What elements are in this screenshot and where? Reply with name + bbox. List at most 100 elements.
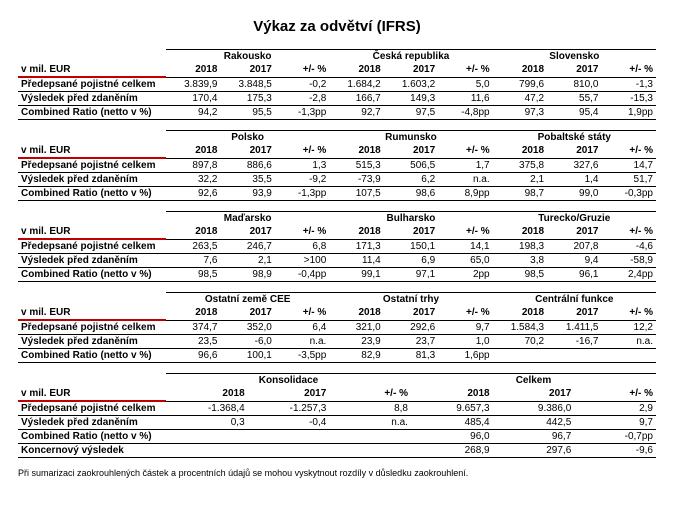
cell-value: -4,6 — [602, 239, 657, 254]
cell-value: 149,3 — [384, 92, 438, 106]
cell-value: 2,1 — [220, 254, 274, 268]
cell-value: 1,6pp — [438, 349, 492, 363]
row-label: Předepsané pojistné celkem — [18, 239, 166, 254]
cell-value: 98,5 — [166, 268, 220, 282]
cell-value: 98,5 — [493, 268, 547, 282]
cell-value: 374,7 — [166, 320, 220, 335]
cell-value: -2,8 — [275, 92, 329, 106]
cell-value: 23,7 — [384, 335, 438, 349]
group-header: Turecko/Gruzie — [493, 212, 656, 226]
cell-value: 1,0 — [438, 335, 492, 349]
year-header: 2018 — [329, 63, 383, 77]
year-header: 2018 — [166, 144, 220, 158]
segment-table: PolskoRumunskoPobaltské státyv mil. EUR2… — [18, 130, 656, 201]
cell-value: 70,2 — [493, 335, 547, 349]
year-header: +/- % — [602, 306, 657, 320]
cell-value: 11,4 — [329, 254, 383, 268]
cell-value: 32,2 — [166, 173, 220, 187]
cell-value: 297,6 — [493, 444, 575, 458]
cell-value: -73,9 — [329, 173, 383, 187]
group-header: Polsko — [166, 131, 329, 145]
cell-value: 246,7 — [220, 239, 274, 254]
cell-value: -1,3 — [602, 77, 657, 92]
year-header: 2017 — [493, 387, 575, 401]
cell-value — [493, 349, 547, 363]
cell-value: 1,3 — [275, 158, 329, 173]
year-header: 2018 — [493, 144, 547, 158]
cell-value — [547, 349, 601, 363]
cell-value: 166,7 — [329, 92, 383, 106]
segment-table: Ostatní země CEEOstatní trhyCentrální fu… — [18, 292, 656, 363]
unit-label: v mil. EUR — [18, 387, 166, 401]
cell-value: 100,1 — [220, 349, 274, 363]
cell-value: 6,4 — [275, 320, 329, 335]
year-header: 2018 — [329, 306, 383, 320]
group-header: Ostatní země CEE — [166, 293, 329, 307]
tables-container: RakouskoČeská republikaSlovenskov mil. E… — [18, 49, 656, 458]
group-header: Rumunsko — [329, 131, 492, 145]
cell-value: -1,3pp — [275, 187, 329, 201]
cell-value: 6,2 — [384, 173, 438, 187]
cell-value: 886,6 — [220, 158, 274, 173]
cell-value: -9,2 — [275, 173, 329, 187]
cell-value: 81,3 — [384, 349, 438, 363]
cell-value: 92,7 — [329, 106, 383, 120]
cell-value: 810,0 — [547, 77, 601, 92]
cell-value — [329, 430, 411, 444]
cell-value: 9,4 — [547, 254, 601, 268]
spacer — [18, 212, 166, 226]
group-header: Česká republika — [329, 50, 492, 64]
unit-label: v mil. EUR — [18, 306, 166, 320]
row-label: Výsledek před zdaněním — [18, 335, 166, 349]
year-header: 2018 — [166, 63, 220, 77]
cell-value: 97,5 — [384, 106, 438, 120]
cell-value: -0,4 — [248, 416, 330, 430]
row-label: Combined Ratio (netto v %) — [18, 106, 166, 120]
cell-value: n.a. — [329, 416, 411, 430]
year-header: 2017 — [547, 144, 601, 158]
year-header: +/- % — [438, 306, 492, 320]
cell-value: 327,6 — [547, 158, 601, 173]
group-header: Ostatní trhy — [329, 293, 492, 307]
cell-value: 321,0 — [329, 320, 383, 335]
year-header: 2018 — [166, 306, 220, 320]
row-label: Výsledek před zdaněním — [18, 92, 166, 106]
year-header: +/- % — [602, 225, 657, 239]
spacer — [18, 50, 166, 64]
cell-value: 94,2 — [166, 106, 220, 120]
cell-value: n.a. — [438, 173, 492, 187]
year-header: +/- % — [438, 225, 492, 239]
cell-value: 96,7 — [493, 430, 575, 444]
cell-value: 1.584,3 — [493, 320, 547, 335]
cell-value: -9,6 — [574, 444, 656, 458]
cell-value: n.a. — [602, 335, 657, 349]
year-header: +/- % — [275, 144, 329, 158]
year-header: +/- % — [275, 225, 329, 239]
cell-value: 98,6 — [384, 187, 438, 201]
year-header: 2018 — [493, 225, 547, 239]
year-header: 2018 — [329, 144, 383, 158]
cell-value: 97,1 — [384, 268, 438, 282]
table-block: Ostatní země CEEOstatní trhyCentrální fu… — [18, 292, 656, 363]
row-label: Předepsané pojistné celkem — [18, 401, 166, 416]
year-header: +/- % — [438, 144, 492, 158]
cell-value: 6,9 — [384, 254, 438, 268]
cell-value: 2,4pp — [602, 268, 657, 282]
cell-value: 506,5 — [384, 158, 438, 173]
cell-value: 9.657,3 — [411, 401, 493, 416]
cell-value: 6,8 — [275, 239, 329, 254]
row-label: Combined Ratio (netto v %) — [18, 430, 166, 444]
page-title: Výkaz za odvětví (IFRS) — [18, 18, 656, 35]
segment-table: KonsolidaceCelkemv mil. EUR20182017+/- %… — [18, 373, 656, 458]
year-header: +/- % — [574, 387, 656, 401]
cell-value: 96,1 — [547, 268, 601, 282]
cell-value: 8,9pp — [438, 187, 492, 201]
cell-value: 12,2 — [602, 320, 657, 335]
spacer — [18, 374, 166, 388]
row-label: Combined Ratio (netto v %) — [18, 268, 166, 282]
cell-value: 9,7 — [438, 320, 492, 335]
year-header: 2018 — [493, 306, 547, 320]
group-header: Centrální funkce — [493, 293, 656, 307]
cell-value: 23,9 — [329, 335, 383, 349]
cell-value: 2pp — [438, 268, 492, 282]
